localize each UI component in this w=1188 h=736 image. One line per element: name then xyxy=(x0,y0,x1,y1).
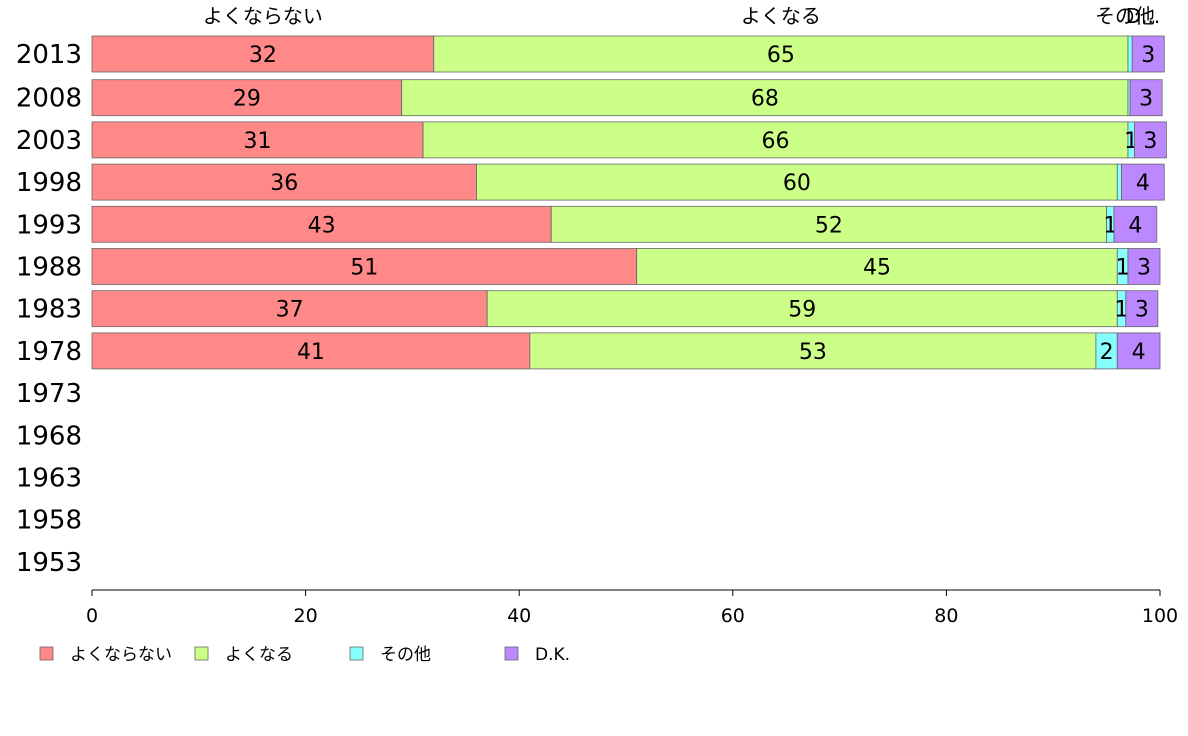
data-label-1978-series-2: 2 xyxy=(1100,340,1114,365)
bar-1998-series-2 xyxy=(1116,163,1122,201)
year-labels-group: 2013 2008 2003 1998 1993 1988 1983 1978 1973 1968… xyxy=(16,40,82,578)
year-label-1983: 1983 xyxy=(16,295,82,325)
data-label-1988-series-0: 51 xyxy=(350,256,378,281)
bar-1998-series-1 xyxy=(476,163,1118,201)
bar-1993-series-1 xyxy=(550,205,1107,243)
bar-2013-series-1 xyxy=(433,35,1129,73)
bar-2008-series-0 xyxy=(91,79,403,117)
data-label-1978-series-3: 4 xyxy=(1132,340,1146,365)
x-tick-label-40: 40 xyxy=(507,605,531,627)
bar-1983-series-0 xyxy=(91,290,488,328)
x-tick-label-0: 0 xyxy=(86,605,98,627)
data-label-2013-series-1: 65 xyxy=(767,43,795,68)
x-axis: 0 20 40 60 80 100 xyxy=(86,589,1178,627)
x-tick-label-60: 60 xyxy=(721,605,745,627)
bar-2003-series-1 xyxy=(422,121,1129,159)
data-label-1993-series-3: 4 xyxy=(1128,213,1142,238)
x-tick-label-80: 80 xyxy=(934,605,958,627)
year-label-1988: 1988 xyxy=(16,253,82,283)
bar-2008-series-3 xyxy=(1129,79,1163,117)
top-label-1: よくなる xyxy=(741,4,821,28)
legend-swatch-2 xyxy=(349,646,364,661)
data-label-1993-series-0: 43 xyxy=(308,213,336,238)
bar-2003-series-0 xyxy=(91,121,424,159)
data-label-2008-series-1: 68 xyxy=(751,87,779,112)
bar-1978-series-1 xyxy=(529,332,1097,370)
legend-swatch-0 xyxy=(39,646,54,661)
data-label-2013-series-0: 32 xyxy=(249,43,277,68)
data-label-1983-series-2: 1 xyxy=(1115,298,1129,323)
top-label-0: よくならない xyxy=(203,4,323,28)
data-label-2003-series-0: 31 xyxy=(244,129,272,154)
data-label-1978-series-1: 53 xyxy=(799,340,827,365)
bar-1998-series-0 xyxy=(91,163,477,201)
year-label-1958: 1958 xyxy=(16,506,82,536)
legend-label-1: よくなる xyxy=(225,645,293,665)
bar-2003-series-3 xyxy=(1133,121,1167,159)
data-label-1983-series-3: 3 xyxy=(1135,298,1149,323)
legend-label-2: その他 xyxy=(380,645,431,665)
data-label-1983-series-0: 37 xyxy=(276,298,304,323)
bar-2008-series-1 xyxy=(401,79,1129,117)
bar-1978-series-0 xyxy=(91,332,531,370)
bar-1998-series-3 xyxy=(1121,163,1165,201)
bar-2013-series-0 xyxy=(91,35,435,73)
bar-1993-series-3 xyxy=(1113,205,1158,243)
year-label-2003: 2003 xyxy=(16,126,82,156)
year-label-1968: 1968 xyxy=(16,421,82,451)
data-label-2013-series-3: 3 xyxy=(1141,43,1155,68)
legend-swatch-1 xyxy=(194,646,209,661)
year-label-2013: 2013 xyxy=(16,40,82,70)
data-label-2003-series-3: 3 xyxy=(1143,129,1157,154)
data-label-1993-series-1: 52 xyxy=(815,213,843,238)
data-label-1978-series-0: 41 xyxy=(297,340,325,365)
year-label-1963: 1963 xyxy=(16,464,82,494)
year-label-2008: 2008 xyxy=(16,84,82,114)
bar-1988-series-3 xyxy=(1127,248,1161,285)
data-label-2008-series-3: 3 xyxy=(1139,87,1153,112)
bar-1978-series-3 xyxy=(1116,332,1161,370)
data-label-1998-series-3: 4 xyxy=(1136,171,1150,196)
year-label-1973: 1973 xyxy=(16,379,82,409)
legend: よくならない よくなる その他 D.K. xyxy=(39,645,570,665)
data-label-2008-series-0: 29 xyxy=(233,87,261,112)
bars-group: 32 65 329 68 331 66 1 336 60 443 52 1 451 45 1 337 59 1 34… xyxy=(91,35,1167,370)
data-label-1988-series-1: 45 xyxy=(863,256,891,281)
bar-2013-series-3 xyxy=(1131,35,1165,73)
data-label-1983-series-1: 59 xyxy=(788,298,816,323)
bar-1993-series-0 xyxy=(91,205,552,243)
legend-label-0: よくならない xyxy=(70,645,172,665)
legend-swatch-3 xyxy=(504,646,519,661)
data-label-1998-series-0: 36 xyxy=(270,171,298,196)
year-label-1978: 1978 xyxy=(16,337,82,367)
bar-1983-series-3 xyxy=(1125,290,1159,328)
top-label-2: その他 xyxy=(1095,4,1155,28)
year-label-1993: 1993 xyxy=(16,210,82,240)
year-label-1998: 1998 xyxy=(16,168,82,198)
data-label-2003-series-1: 66 xyxy=(762,129,790,154)
data-label-1998-series-1: 60 xyxy=(783,171,811,196)
bar-1988-series-1 xyxy=(636,248,1118,285)
bar-1983-series-1 xyxy=(486,290,1118,328)
top-labels-group: よくならない よくなる その他D... xyxy=(203,4,1160,28)
data-label-1988-series-3: 3 xyxy=(1137,256,1151,281)
year-label-1953: 1953 xyxy=(16,548,82,578)
x-tick-label-100: 100 xyxy=(1142,605,1178,627)
bar-2013-series-2 xyxy=(1127,35,1133,73)
legend-label-3: D.K. xyxy=(535,645,570,665)
data-label-1988-series-2: 1 xyxy=(1116,256,1130,281)
x-tick-label-20: 20 xyxy=(294,605,318,627)
top-label-3: D... xyxy=(1126,4,1160,28)
